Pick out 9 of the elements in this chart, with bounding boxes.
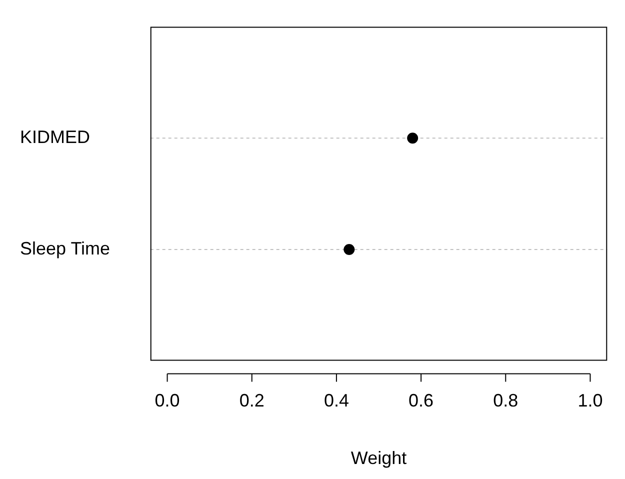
y-tick-label: KIDMED [20,127,90,148]
x-tick-label: 0.0 [154,390,180,411]
x-tick-label: 0.2 [239,390,264,411]
x-tick-label: 1.0 [578,390,603,411]
x-tick-label: 0.4 [324,390,349,411]
x-tick-label: 0.6 [408,390,434,411]
x-axis-title: Weight [350,448,407,468]
y-tick-label: Sleep Time [20,238,110,258]
x-tick-label: 0.8 [493,390,518,411]
